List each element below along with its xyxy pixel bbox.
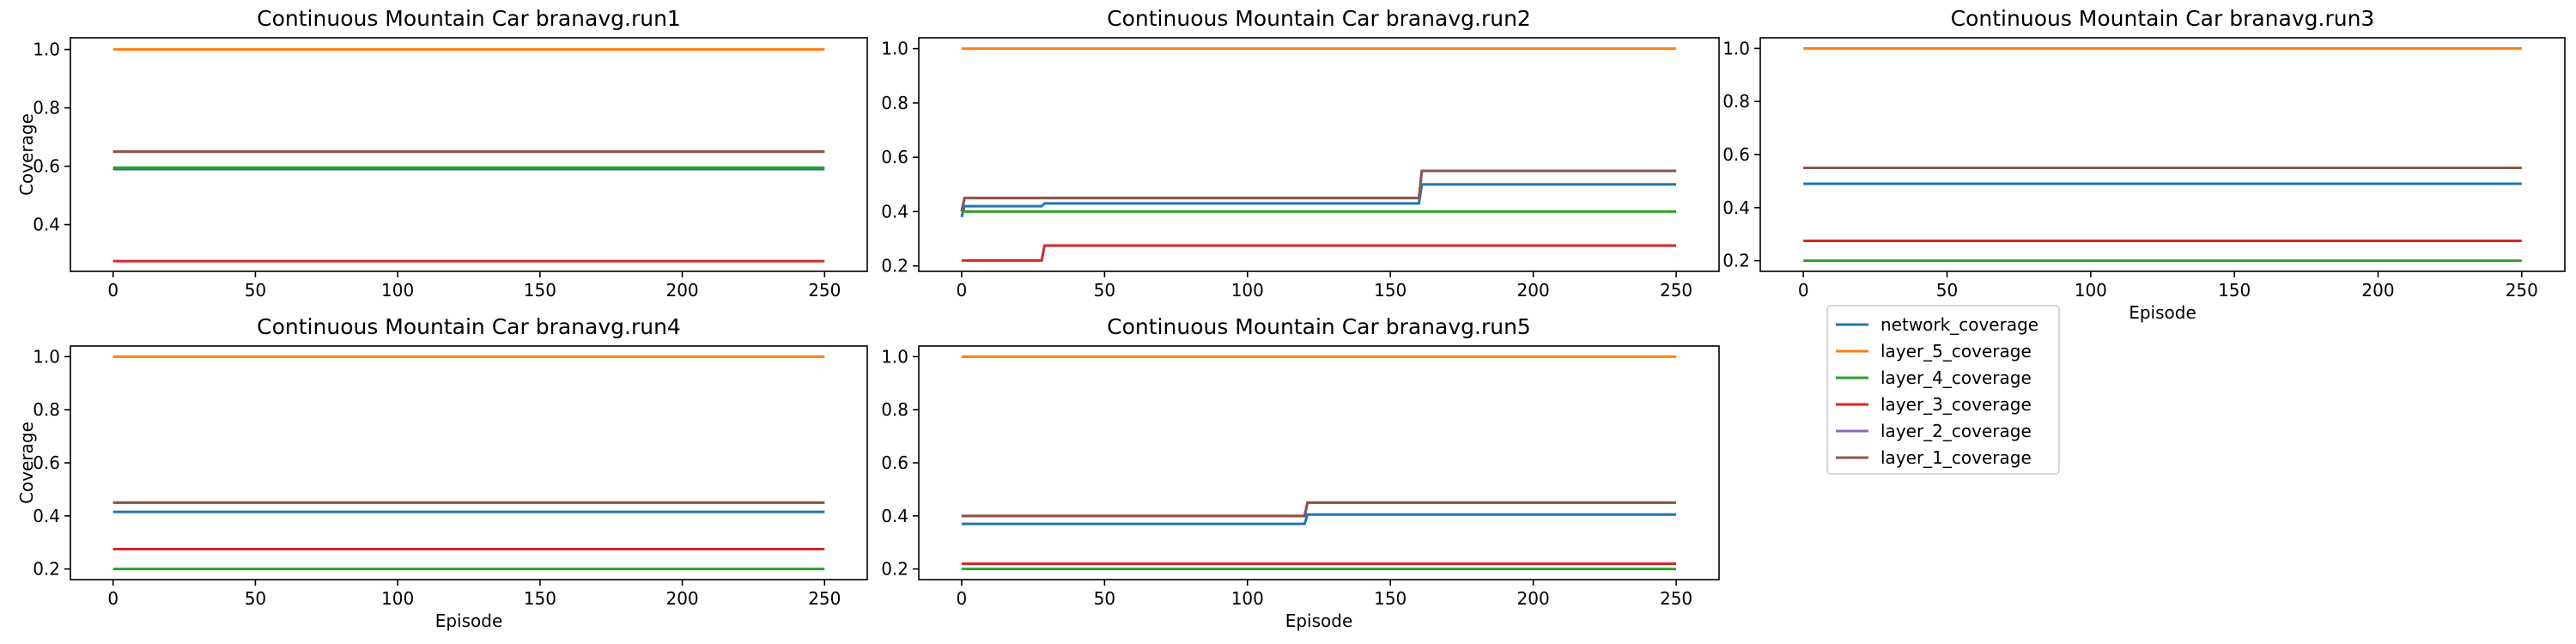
y-tick-label: 0.8 (33, 98, 60, 118)
y-tick-label: 0.6 (33, 453, 60, 473)
x-tick-label: 50 (1094, 588, 1115, 609)
series-line-layer-1-coverage (960, 169, 1677, 212)
x-tick-label: 200 (665, 588, 698, 609)
y-tick-label: 0.8 (1722, 91, 1750, 112)
subplot-title: Continuous Mountain Car branavg.run2 (1107, 6, 1531, 31)
x-tick-label: 0 (1798, 280, 1809, 301)
plot-frame (70, 345, 868, 580)
plot-frame (918, 345, 1720, 580)
legend-label: layer_2_coverage (1880, 421, 2032, 441)
legend-label: layer_3_coverage (1880, 394, 2032, 415)
y-tick-label: 0.6 (881, 453, 908, 473)
plot-frame (918, 37, 1720, 272)
y-tick-label: 0.4 (1722, 197, 1750, 218)
legend-entry: layer_1_coverage (1836, 447, 2032, 468)
legend-entry: network_coverage (1836, 314, 2038, 335)
x-tick-label: 0 (957, 280, 968, 301)
y-axis-label: Coverage (16, 422, 37, 504)
x-tick-label: 200 (2361, 280, 2394, 301)
y-tick-label: 0.4 (881, 506, 908, 526)
y-tick-label: 0.4 (881, 201, 908, 222)
y-tick-label: 0.8 (33, 399, 60, 420)
x-tick-label: 50 (1936, 280, 1958, 301)
x-tick-label: 150 (1374, 280, 1406, 301)
x-tick-label: 0 (957, 588, 968, 609)
x-tick-label: 250 (808, 588, 841, 609)
y-tick-label: 0.2 (33, 559, 60, 580)
legend-entry: layer_3_coverage (1836, 394, 2032, 415)
y-tick-label: 0.2 (1722, 251, 1750, 271)
series-line-network-coverage (960, 183, 1677, 218)
y-tick-label: 0.4 (33, 215, 60, 235)
x-tick-label: 150 (524, 280, 556, 301)
x-axis-label: Episode (435, 611, 503, 631)
subplot-run2: Continuous Mountain Car branavg.run2 0 50 1… (881, 6, 1720, 301)
legend-entry: layer_5_coverage (1836, 341, 2032, 361)
legend-entry: layer_2_coverage (1836, 421, 2032, 441)
x-axis-label: Episode (1285, 611, 1353, 631)
subplot-title: Continuous Mountain Car branavg.run4 (257, 314, 681, 339)
series-line-layer-1-coverage (961, 501, 1677, 518)
y-axis-label: Coverage (16, 113, 37, 196)
legend-label: layer_1_coverage (1880, 447, 2032, 468)
x-tick-label: 250 (2506, 280, 2538, 301)
legend-label: layer_5_coverage (1880, 341, 2032, 361)
x-tick-label: 0 (107, 588, 118, 609)
series-line-layer-3-coverage (961, 244, 1677, 262)
subplot-run3: Continuous Mountain Car branavg.run3 0 50 1… (1722, 6, 2566, 323)
x-axis-label: Episode (2129, 302, 2196, 323)
y-tick-label: 0.4 (33, 506, 60, 526)
plot-frame (70, 37, 868, 272)
x-tick-label: 150 (2218, 280, 2251, 301)
y-tick-label: 1.0 (33, 39, 60, 60)
x-tick-label: 250 (1660, 280, 1692, 301)
x-tick-label: 200 (1517, 280, 1550, 301)
x-tick-label: 150 (524, 588, 556, 609)
y-tick-label: 1.0 (881, 346, 908, 367)
legend-entry: layer_4_coverage (1836, 368, 2032, 388)
plot-frame (1759, 37, 2566, 272)
subplot-run1: Continuous Mountain Car branavg.run1 0 50 1… (16, 6, 868, 301)
x-tick-label: 50 (245, 280, 266, 301)
y-tick-label: 0.2 (881, 559, 908, 580)
x-tick-label: 200 (665, 280, 698, 301)
subplot-title: Continuous Mountain Car branavg.run5 (1107, 314, 1531, 339)
series-line-network-coverage (961, 513, 1677, 526)
x-tick-label: 100 (2075, 280, 2107, 301)
x-tick-label: 100 (1231, 280, 1264, 301)
x-tick-label: 250 (1660, 588, 1692, 609)
x-tick-label: 0 (107, 280, 118, 301)
x-tick-label: 200 (1517, 588, 1550, 609)
legend-label: layer_4_coverage (1880, 368, 2032, 388)
legend-box (1826, 305, 2060, 475)
y-tick-label: 0.6 (881, 147, 908, 167)
x-tick-label: 50 (1094, 280, 1115, 301)
y-tick-label: 1.0 (33, 346, 60, 367)
legend-label: network_coverage (1880, 314, 2038, 335)
x-tick-label: 50 (245, 588, 266, 609)
x-tick-label: 150 (1374, 588, 1406, 609)
y-tick-label: 0.2 (881, 256, 908, 276)
subplot-title: Continuous Mountain Car branavg.run1 (257, 6, 681, 31)
y-tick-label: 1.0 (881, 39, 908, 59)
series-line-layer-2-coverage (960, 169, 1677, 212)
y-tick-label: 0.8 (881, 399, 908, 420)
subplot-run4: Continuous Mountain Car branavg.run4 0 50 1… (16, 314, 868, 631)
x-tick-label: 100 (381, 280, 414, 301)
legend: network_coverage layer_5_coverage layer_4_… (1826, 305, 2060, 475)
subplot-title: Continuous Mountain Car branavg.run3 (1951, 6, 2375, 31)
x-tick-label: 100 (381, 588, 414, 609)
y-tick-label: 0.8 (881, 93, 908, 113)
x-tick-label: 100 (1231, 588, 1264, 609)
y-tick-label: 1.0 (1722, 38, 1750, 58)
y-tick-label: 0.6 (33, 156, 60, 177)
x-tick-label: 250 (808, 280, 841, 301)
y-tick-label: 0.6 (1722, 144, 1750, 165)
subplot-run5: Continuous Mountain Car branavg.run5 0 50 1… (881, 314, 1720, 631)
